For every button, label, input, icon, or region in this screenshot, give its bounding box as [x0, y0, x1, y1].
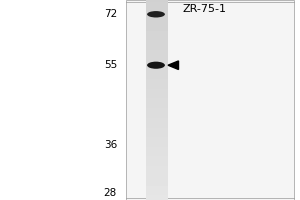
- Bar: [126, 0, 294, 200]
- Text: 72: 72: [104, 9, 117, 19]
- Text: ZR-75-1: ZR-75-1: [182, 4, 226, 14]
- Text: 36: 36: [104, 140, 117, 150]
- Text: 28: 28: [104, 188, 117, 198]
- Text: 55: 55: [104, 60, 117, 70]
- Polygon shape: [168, 61, 178, 69]
- Ellipse shape: [147, 11, 165, 18]
- Ellipse shape: [147, 62, 165, 69]
